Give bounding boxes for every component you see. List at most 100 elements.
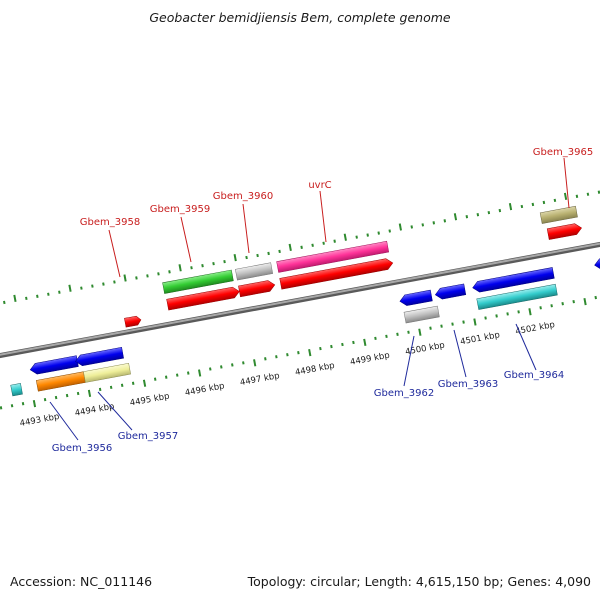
bottom-row-minor-tick xyxy=(98,387,102,392)
bottom-row-minor-tick xyxy=(572,299,575,304)
gene-3956-cds[interactable] xyxy=(29,355,79,376)
bottom-row-minor-tick xyxy=(120,383,124,387)
gene-3962-feature[interactable] xyxy=(403,305,440,324)
bottom-row-minor-tick xyxy=(264,357,267,361)
top-row-minor-tick xyxy=(520,204,524,209)
top-row-minor-tick xyxy=(542,200,546,205)
label-gbem-3959[interactable]: Gbem_3959 xyxy=(150,204,210,215)
label-gbem-3962[interactable]: Gbem_3962 xyxy=(374,388,434,399)
bottom-row-minor-tick xyxy=(550,304,553,308)
bottom-row-major-tick xyxy=(583,297,587,306)
gene-uvrc-cds[interactable] xyxy=(279,258,394,290)
bottom-row-minor-tick xyxy=(451,322,454,326)
bottom-row-minor-tick xyxy=(10,404,14,408)
bottom-row-minor-tick xyxy=(76,391,80,396)
gene-3964-feature[interactable] xyxy=(476,283,558,310)
top-row-major-tick xyxy=(233,253,237,262)
top-row-minor-tick xyxy=(498,208,502,213)
top-row-minor-tick xyxy=(25,296,28,301)
gene-edge-cds[interactable] xyxy=(594,253,600,271)
top-row-minor-tick xyxy=(102,282,105,286)
bottom-row-minor-tick xyxy=(21,402,25,406)
top-row-minor-tick xyxy=(377,231,380,235)
gene-3965-cds[interactable] xyxy=(546,223,582,240)
bottom-row-minor-tick xyxy=(396,332,399,336)
top-row-minor-tick xyxy=(300,245,303,249)
gene-3956-feature[interactable] xyxy=(35,371,86,392)
top-tick-row xyxy=(3,190,600,305)
top-row-minor-tick xyxy=(80,286,83,290)
gene-3958-cds[interactable] xyxy=(124,315,142,328)
gene-3959-cds[interactable] xyxy=(166,286,241,311)
label-uvrc[interactable]: uvrC xyxy=(308,180,331,191)
leader-gbem-3965 xyxy=(563,157,570,209)
top-row-minor-tick xyxy=(553,198,557,203)
gene-3957-cds[interactable] xyxy=(74,347,124,367)
bottom-row-minor-tick xyxy=(506,312,509,316)
top-row-major-tick xyxy=(453,213,458,221)
top-row-minor-tick xyxy=(311,243,314,247)
bottom-row-minor-tick xyxy=(429,326,432,330)
gene-3963-cds[interactable] xyxy=(434,283,467,300)
leader-gbem-3957 xyxy=(97,391,133,431)
top-row-major-tick xyxy=(288,243,292,252)
label-gbem-3963[interactable]: Gbem_3963 xyxy=(438,379,498,390)
gene-3965-feature[interactable] xyxy=(539,205,578,224)
bottom-row-minor-tick xyxy=(65,393,69,398)
top-row-major-tick xyxy=(123,274,127,282)
leader-gbem-3958 xyxy=(108,229,121,278)
bottom-row-minor-tick xyxy=(43,397,47,402)
gene-edge-feature[interactable] xyxy=(10,383,23,397)
bottom-row-minor-tick xyxy=(517,310,520,314)
top-row-minor-tick xyxy=(113,280,116,284)
gene-3960-feature[interactable] xyxy=(235,262,274,281)
bottom-row-minor-tick xyxy=(561,302,564,306)
bottom-row-minor-tick xyxy=(374,336,377,341)
bottom-row-major-tick xyxy=(418,328,422,336)
label-gbem-3956[interactable]: Gbem_3956 xyxy=(52,443,112,454)
gene-3960-cds[interactable] xyxy=(238,279,276,298)
kbp-tick-label: 4495 kbp xyxy=(129,391,170,408)
reverse-strand-genes xyxy=(10,253,600,397)
bottom-row-minor-tick xyxy=(231,363,234,367)
label-gbem-3957[interactable]: Gbem_3957 xyxy=(118,431,178,442)
backbone xyxy=(0,236,600,363)
top-row-major-tick xyxy=(68,284,72,292)
top-row-minor-tick xyxy=(432,221,436,225)
top-row-minor-tick xyxy=(322,241,325,245)
top-row-major-tick xyxy=(563,192,568,200)
bottom-row-minor-tick xyxy=(153,377,157,381)
bottom-row-minor-tick xyxy=(484,316,487,320)
label-gbem-3960[interactable]: Gbem_3960 xyxy=(213,191,273,202)
top-row-minor-tick xyxy=(586,192,590,196)
label-gbem-3965[interactable]: Gbem_3965 xyxy=(533,147,593,158)
bottom-row-minor-tick xyxy=(0,406,3,410)
label-gbem-3958[interactable]: Gbem_3958 xyxy=(80,217,140,228)
leader-gbem-3959 xyxy=(180,216,192,263)
gene-3964-cds[interactable] xyxy=(472,267,555,293)
bottom-row-minor-tick xyxy=(109,385,113,390)
bottom-row-major-tick xyxy=(32,400,37,408)
top-row-minor-tick xyxy=(47,292,50,296)
leader-gbem-3964 xyxy=(515,323,537,371)
bottom-row-minor-tick xyxy=(495,314,498,318)
gene-uvrc-feature[interactable] xyxy=(276,240,390,273)
kbp-tick-label: 4501 kbp xyxy=(459,330,500,347)
kbp-tick-label: 4499 kbp xyxy=(349,351,390,368)
top-row-minor-tick xyxy=(410,225,414,229)
label-gbem-3964[interactable]: Gbem_3964 xyxy=(504,370,564,381)
leader-gbem-3960 xyxy=(242,203,250,254)
bottom-row-minor-tick xyxy=(275,355,278,359)
top-row-minor-tick xyxy=(201,264,204,268)
top-row-minor-tick xyxy=(278,249,281,254)
top-row-minor-tick xyxy=(36,294,39,298)
top-row-minor-tick xyxy=(443,219,447,223)
top-row-major-tick xyxy=(178,264,182,272)
gene-3959-feature[interactable] xyxy=(162,269,234,294)
gene-3957-feature[interactable] xyxy=(83,362,131,383)
top-row-major-tick xyxy=(13,294,17,303)
leader-gbem-3956 xyxy=(49,401,79,441)
gene-3962-cds[interactable] xyxy=(399,289,433,307)
top-row-minor-tick xyxy=(190,266,193,270)
